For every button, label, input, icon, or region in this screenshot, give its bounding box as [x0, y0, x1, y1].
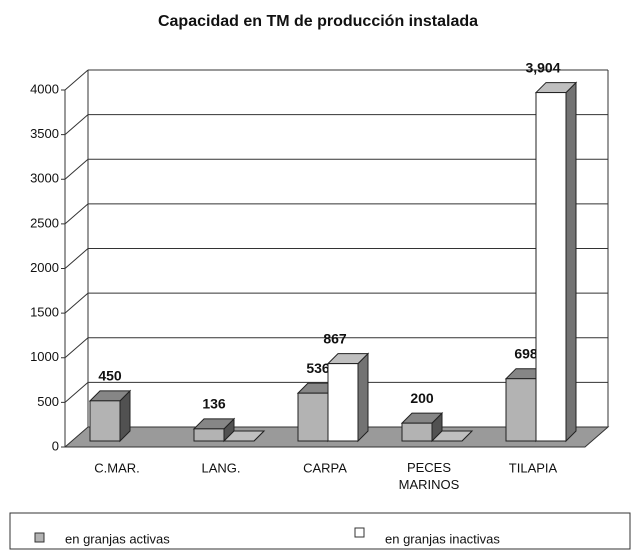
legend-box: [9, 512, 631, 550]
legend-label: en granjas inactivas: [385, 531, 500, 546]
bar-side: [565, 81, 577, 443]
bar-top: [430, 430, 474, 442]
value-label: 200: [410, 390, 434, 406]
bar: [327, 363, 359, 442]
y-tick-label: 500: [37, 394, 59, 409]
y-tick-label: 3000: [30, 171, 59, 186]
x-tick-label: PECES MARINOS: [399, 460, 460, 492]
value-label: 698: [514, 345, 538, 361]
bar: [401, 422, 433, 442]
y-tick-label: 1000: [30, 349, 59, 364]
bar-top: [222, 430, 266, 442]
value-label: 867: [323, 330, 347, 346]
y-tick-label: 4000: [30, 81, 59, 96]
y-tick-label: 2000: [30, 260, 59, 275]
bar: [535, 92, 567, 442]
bar-side: [357, 352, 369, 443]
value-label: 536: [306, 360, 330, 376]
grid-line: [64, 203, 89, 225]
value-label: 450: [98, 368, 122, 384]
y-tick-label: 0: [52, 438, 59, 453]
x-tick-label: TILAPIA: [509, 460, 558, 475]
bar: [89, 400, 121, 442]
bar: [193, 428, 225, 442]
y-tick-label: 2500: [30, 215, 59, 230]
grid-line: [64, 337, 89, 359]
legend-swatch: [34, 532, 45, 543]
bar: [297, 392, 329, 442]
y-tick-label: 1500: [30, 305, 59, 320]
grid-line: [64, 69, 89, 91]
legend-swatch: [354, 527, 365, 538]
legend-label: en granjas activas: [65, 531, 170, 546]
chart-title: Capacidad en TM de producción instalada: [158, 13, 478, 30]
y-tick-label: 3500: [30, 126, 59, 141]
x-tick-label: C.MAR.: [94, 460, 140, 475]
grid-line: [64, 248, 89, 269]
grid-line: [64, 114, 89, 136]
grid-line: [64, 292, 89, 314]
x-tick-label: LANG.: [201, 460, 240, 475]
bar: [505, 378, 537, 442]
grid-line: [64, 158, 89, 180]
grid-line: [64, 381, 89, 403]
value-label: 136: [202, 396, 226, 412]
x-tick-label: CARPA: [303, 460, 347, 475]
value-label: 3,904: [525, 59, 560, 75]
